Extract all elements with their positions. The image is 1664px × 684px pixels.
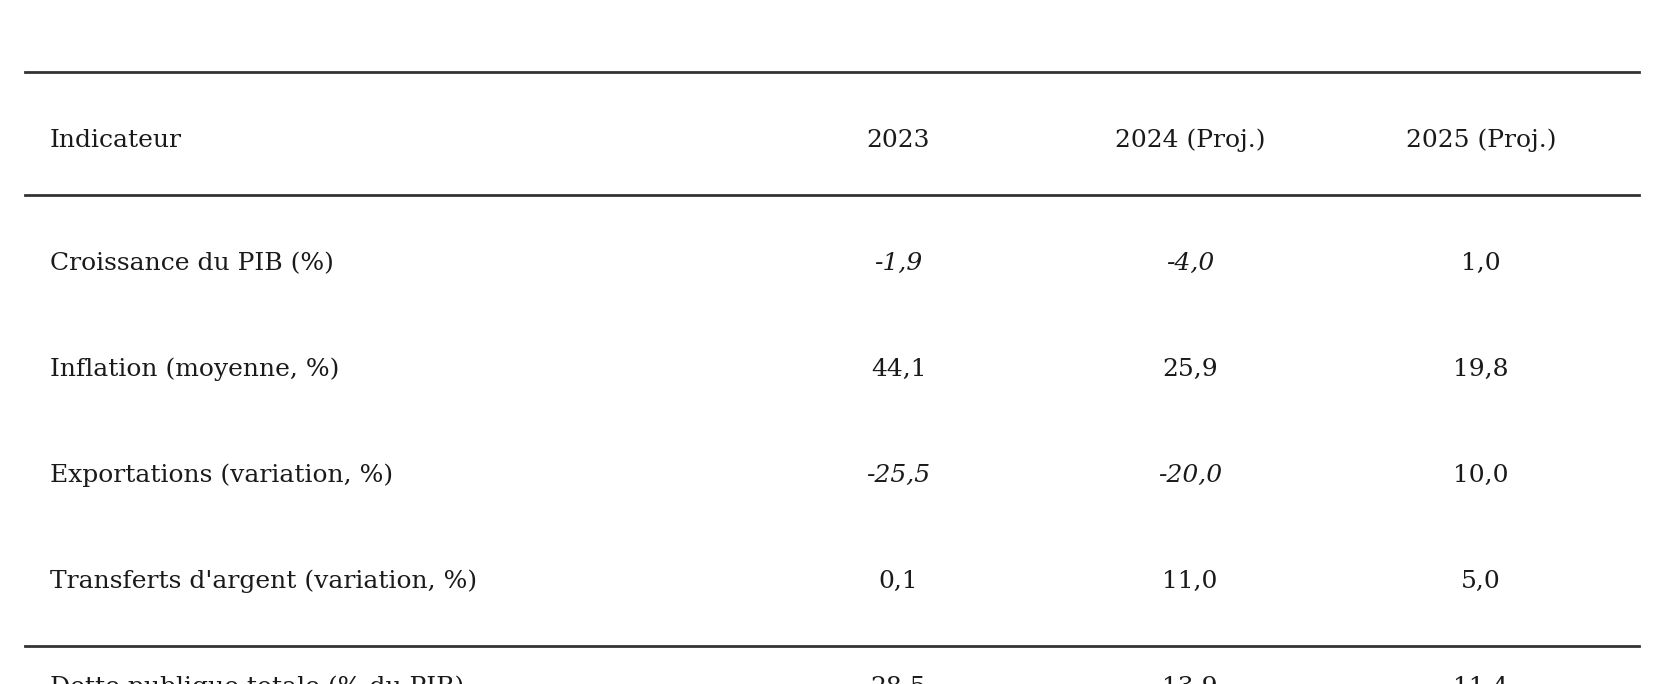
Text: 19,8: 19,8 (1453, 358, 1509, 381)
Text: 10,0: 10,0 (1453, 464, 1509, 487)
Text: 11,0: 11,0 (1161, 570, 1218, 593)
Text: Dette publique totale (% du PIB): Dette publique totale (% du PIB) (50, 676, 464, 684)
Text: 0,1: 0,1 (879, 570, 919, 593)
Text: 2024 (Proj.): 2024 (Proj.) (1115, 129, 1265, 152)
Text: 11,4: 11,4 (1453, 676, 1509, 684)
Text: Transferts d'argent (variation, %): Transferts d'argent (variation, %) (50, 570, 478, 593)
Text: 5,0: 5,0 (1461, 570, 1501, 593)
Text: Croissance du PIB (%): Croissance du PIB (%) (50, 252, 334, 275)
Text: Exportations (variation, %): Exportations (variation, %) (50, 464, 393, 487)
Text: 44,1: 44,1 (870, 358, 927, 381)
Text: 28,5: 28,5 (870, 676, 927, 684)
Text: 2025 (Proj.): 2025 (Proj.) (1406, 129, 1556, 152)
Text: 25,9: 25,9 (1161, 358, 1218, 381)
Text: -1,9: -1,9 (875, 252, 922, 275)
Text: Indicateur: Indicateur (50, 129, 181, 152)
Text: -20,0: -20,0 (1158, 464, 1221, 487)
Text: 2023: 2023 (867, 129, 930, 152)
Text: Inflation (moyenne, %): Inflation (moyenne, %) (50, 358, 339, 381)
Text: 13,9: 13,9 (1161, 676, 1218, 684)
Text: -25,5: -25,5 (867, 464, 930, 487)
Text: -4,0: -4,0 (1166, 252, 1213, 275)
Text: 1,0: 1,0 (1461, 252, 1501, 275)
